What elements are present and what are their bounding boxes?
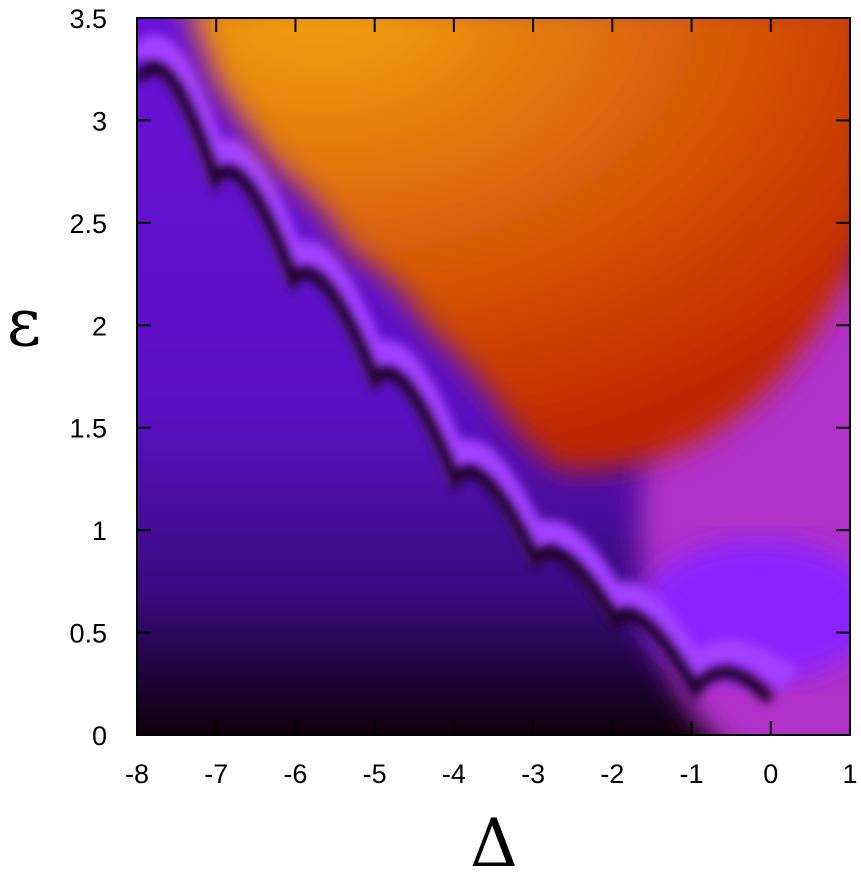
plot-frame [136, 17, 851, 736]
y-tick-label: 1 [92, 516, 107, 546]
x-tick-label: -4 [442, 759, 466, 789]
x-tick-label: -6 [283, 759, 307, 789]
heatmap [137, 18, 850, 735]
y-tick-label: 0.5 [69, 619, 107, 649]
y-tick-label: 2 [92, 311, 107, 341]
x-tick-label: 0 [763, 759, 778, 789]
x-axis-label: Δ [470, 805, 518, 872]
x-tick-label: 1 [842, 759, 857, 789]
x-tick-label: -1 [680, 759, 704, 789]
axes: -8 -7 -6 -5 -4 -3 -2 -1 0 1 0 0.5 1 1.5 2 2.5 3 3.5 [69, 4, 857, 789]
x-tick-label: -8 [125, 759, 149, 789]
x-tick-label: -7 [204, 759, 228, 789]
y-axis-label: ε [7, 284, 41, 361]
y-tick-label: 3 [92, 106, 107, 136]
x-tick-label: -2 [600, 759, 624, 789]
y-tick-label: 2.5 [69, 209, 107, 239]
x-tick-label: -5 [363, 759, 387, 789]
y-tick-label: 0 [92, 721, 107, 751]
x-tick-label: -3 [521, 759, 545, 789]
y-tick-label: 3.5 [69, 4, 107, 34]
y-tick-label: 1.5 [69, 414, 107, 444]
